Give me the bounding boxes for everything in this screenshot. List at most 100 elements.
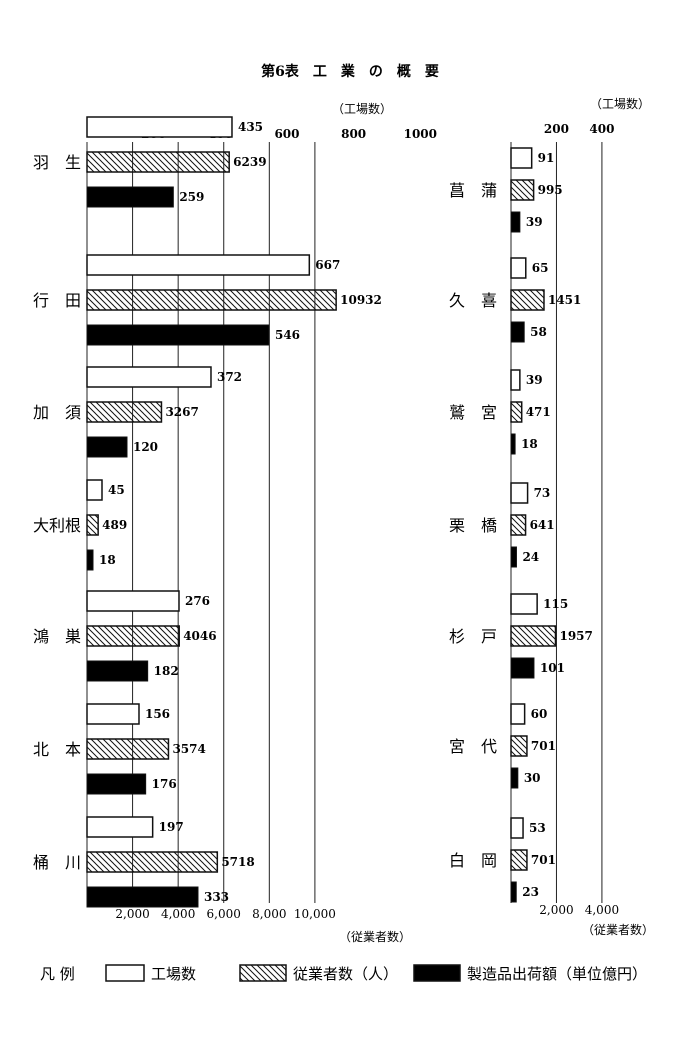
category-label: 鴻 巣 xyxy=(33,627,81,646)
top-axis-label: （工場数） xyxy=(590,96,650,111)
bar-factories xyxy=(86,366,212,388)
bar-shipments xyxy=(86,773,147,795)
data-label-employees: 701 xyxy=(531,853,556,867)
bar-shipments xyxy=(86,886,199,908)
data-label-shipments: 58 xyxy=(530,325,547,339)
bar-factories xyxy=(510,482,529,504)
bar-employees xyxy=(510,289,545,311)
top-tick-label: 400 xyxy=(589,122,614,136)
bottom-tick-label: 2,000 xyxy=(539,903,573,917)
data-label-employees: 4046 xyxy=(183,629,216,643)
bar-factories xyxy=(86,116,233,138)
bar-shipments xyxy=(86,660,149,682)
bar-employees xyxy=(86,401,163,423)
category-label: 鷲 宮 xyxy=(449,403,497,422)
data-label-factories: 45 xyxy=(108,483,125,497)
bar-employees xyxy=(510,735,528,757)
bottom-tick-label: 10,000 xyxy=(294,907,336,921)
bar-shipments xyxy=(86,549,94,571)
data-label-shipments: 39 xyxy=(526,215,543,229)
top-tick-label: 1000 xyxy=(404,127,437,141)
category-label: 加 須 xyxy=(33,403,81,422)
data-label-employees: 3267 xyxy=(165,405,198,419)
legend-item-shipments: 製造品出荷額（単位億円） xyxy=(467,965,647,983)
bottom-axis-label: （従業者数） xyxy=(582,922,654,937)
category-label: 桶 川 xyxy=(33,853,81,872)
data-label-factories: 115 xyxy=(543,597,568,611)
data-label-factories: 73 xyxy=(534,486,551,500)
data-label-employees: 471 xyxy=(526,405,551,419)
data-label-shipments: 23 xyxy=(522,885,539,899)
data-label-factories: 60 xyxy=(531,707,548,721)
bar-factories xyxy=(510,593,538,615)
bar-factories xyxy=(510,257,527,279)
bar-employees xyxy=(510,514,527,536)
data-label-employees: 1957 xyxy=(559,629,592,643)
category-label: 北 本 xyxy=(33,740,81,759)
bar-shipments xyxy=(510,767,519,789)
data-label-factories: 156 xyxy=(145,707,170,721)
category-label: 宮 代 xyxy=(449,737,497,756)
legend-item-factories: 工場数 xyxy=(151,965,196,983)
top-tick-label: 600 xyxy=(274,127,299,141)
legend-swatch-shipments xyxy=(413,964,461,982)
data-label-factories: 91 xyxy=(538,151,555,165)
legend-swatch-employees xyxy=(239,964,287,982)
category-label: 大利根 xyxy=(33,516,81,535)
data-label-shipments: 18 xyxy=(99,553,116,567)
bar-factories xyxy=(86,479,103,501)
bar-shipments xyxy=(510,433,516,455)
bar-factories xyxy=(86,816,154,838)
bar-employees xyxy=(510,849,528,871)
data-label-shipments: 333 xyxy=(204,890,229,904)
bar-shipments xyxy=(510,321,525,343)
data-label-employees: 701 xyxy=(531,739,556,753)
bar-shipments xyxy=(510,657,535,679)
data-label-shipments: 30 xyxy=(524,771,541,785)
bar-factories xyxy=(510,703,526,725)
data-label-shipments: 176 xyxy=(152,777,177,791)
bar-factories xyxy=(510,369,521,391)
chart-panel-right: （工場数） （従業者数） 200 400 2,000 4,000 菖 蒲 91 995 39 久 喜… xyxy=(449,96,654,937)
legend-label: 凡 例 xyxy=(40,965,75,983)
bar-employees xyxy=(86,289,337,311)
data-label-factories: 53 xyxy=(529,821,546,835)
data-label-employees: 489 xyxy=(102,518,127,532)
data-label-factories: 276 xyxy=(185,594,210,608)
legend: 凡 例 工場数 従業者数（人） 製造品出荷額（単位億円） xyxy=(40,964,647,983)
bar-factories xyxy=(86,254,311,276)
chart-title: 第6表 工 業 の 概 要 xyxy=(261,63,439,80)
bar-factories xyxy=(86,703,140,725)
category-label: 菖 蒲 xyxy=(449,181,497,200)
data-label-employees: 10932 xyxy=(340,293,382,307)
bar-employees xyxy=(86,151,230,173)
data-label-employees: 1451 xyxy=(548,293,581,307)
data-label-shipments: 101 xyxy=(540,661,565,675)
data-label-employees: 641 xyxy=(530,518,555,532)
bar-employees xyxy=(86,738,170,760)
data-label-shipments: 120 xyxy=(133,440,158,454)
bar-employees xyxy=(86,625,180,647)
data-label-factories: 65 xyxy=(532,261,549,275)
top-axis-label: （工場数） xyxy=(332,101,392,116)
bar-factories xyxy=(86,590,180,612)
top-tick-label: 200 xyxy=(544,122,569,136)
bottom-tick-label: 8,000 xyxy=(252,907,286,921)
bar-employees xyxy=(510,179,535,201)
data-label-shipments: 259 xyxy=(179,190,204,204)
data-label-shipments: 18 xyxy=(521,437,538,451)
bottom-tick-label: 2,000 xyxy=(115,907,149,921)
bar-shipments xyxy=(86,436,128,458)
data-label-employees: 6239 xyxy=(233,155,266,169)
data-label-factories: 39 xyxy=(526,373,543,387)
data-label-shipments: 182 xyxy=(154,664,179,678)
bottom-tick-label: 4,000 xyxy=(161,907,195,921)
data-label-shipments: 24 xyxy=(522,550,539,564)
bar-shipments xyxy=(510,211,521,233)
bar-employees xyxy=(86,514,99,536)
bar-employees xyxy=(86,851,219,873)
category-label: 白 岡 xyxy=(449,851,497,870)
bar-employees xyxy=(510,401,523,423)
category-label: 久 喜 xyxy=(449,291,497,310)
